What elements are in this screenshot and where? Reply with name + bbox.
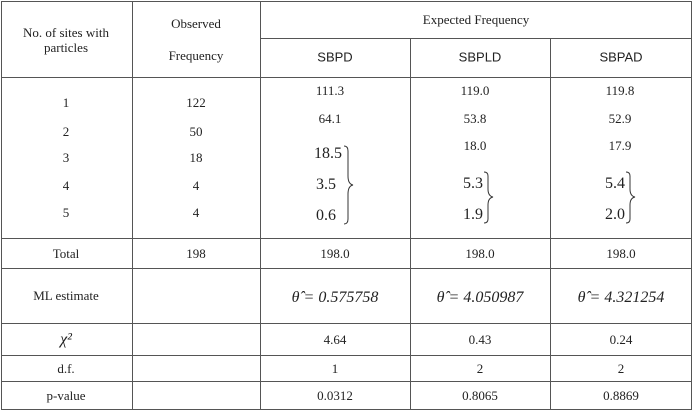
cell: 5.3	[463, 175, 483, 192]
cell: θ̂ = 4.321254	[577, 289, 665, 306]
cell: Total	[52, 246, 80, 261]
cell: 0.0312	[317, 388, 353, 403]
cell: 3.5	[316, 176, 336, 193]
cell: χ²	[60, 331, 72, 348]
cell: ML estimate	[33, 288, 99, 303]
cell: 2	[476, 361, 484, 376]
cell: 1	[62, 95, 70, 110]
header-cell: SBPLD	[458, 49, 502, 65]
cell: 4	[192, 178, 200, 193]
cell: 50	[189, 124, 203, 139]
cell: 4	[192, 205, 200, 220]
header-cell: Observed Frequency	[168, 16, 224, 63]
cell: 4	[62, 178, 70, 193]
cell: 2	[62, 124, 70, 139]
cell: 0.8065	[462, 388, 498, 403]
cell: 119.8	[605, 83, 635, 98]
cell: p-value	[46, 388, 86, 403]
cell: 2.0	[605, 206, 625, 223]
cell: 3	[62, 150, 70, 165]
cell: 5.4	[605, 175, 625, 192]
cell: 122	[186, 95, 206, 110]
cell: 2	[617, 361, 625, 376]
cell: 0.6	[316, 207, 336, 224]
cell: 198.0	[320, 246, 350, 261]
cell: 0.43	[468, 332, 492, 347]
cell: 5	[62, 205, 70, 220]
cell: 0.24	[609, 332, 633, 347]
cell: 1	[331, 361, 339, 376]
cell: 0.8869	[603, 388, 639, 403]
cell: θ̂ = 4.050987	[436, 289, 524, 306]
cell: 4.64	[323, 332, 347, 347]
cell: 1.9	[463, 206, 483, 223]
header-cell: No. of sites with particles	[23, 25, 109, 55]
cell: 18	[189, 150, 203, 165]
cell: 17.9	[608, 138, 632, 153]
header-cell: SBPD	[317, 49, 353, 65]
header-cell: SBPAD	[599, 49, 643, 65]
cell: 18.0	[463, 138, 487, 153]
cell: 198.0	[465, 246, 495, 261]
cell: d.f.	[57, 361, 75, 376]
cell: 18.5	[314, 145, 342, 162]
cell: 52.9	[608, 111, 632, 126]
cell: 198	[186, 246, 206, 261]
header-cell: Expected Frequency	[422, 12, 530, 27]
cell: 111.3	[315, 83, 345, 98]
cell: 53.8	[463, 111, 487, 126]
cell: 198.0	[606, 246, 636, 261]
cell: 119.0	[460, 83, 490, 98]
cell: 64.1	[318, 111, 342, 126]
cell: θ̂ = 0.575758	[291, 289, 379, 306]
